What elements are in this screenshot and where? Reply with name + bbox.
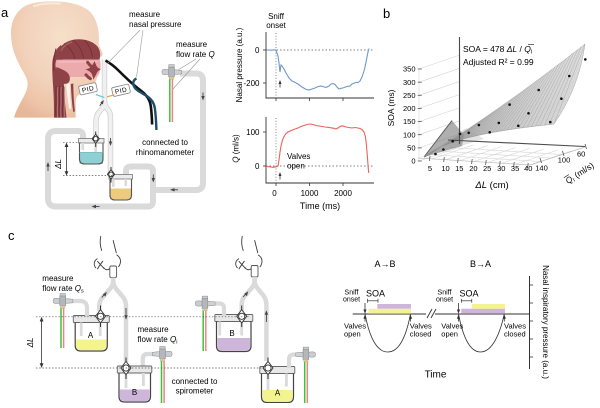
svg-text:spirometer: spirometer (176, 387, 214, 396)
svg-text:200: 200 (403, 104, 416, 113)
svg-text:0: 0 (272, 189, 277, 198)
svg-text:-200: -200 (243, 79, 260, 88)
svg-text:30: 30 (497, 164, 505, 173)
svg-text:60: 60 (577, 150, 585, 159)
svg-text:B: B (132, 388, 137, 397)
svg-text:100: 100 (403, 130, 416, 139)
svg-text:0: 0 (411, 157, 415, 166)
svg-text:flow rate Q: flow rate Q (176, 50, 215, 59)
svg-text:SOA (ms): SOA (ms) (386, 89, 396, 126)
svg-text:b: b (383, 6, 390, 21)
svg-text:Sniff: Sniff (268, 12, 285, 21)
svg-text:SOA: SOA (460, 289, 479, 299)
svg-text:100: 100 (558, 156, 571, 165)
svg-text:connected to: connected to (142, 138, 188, 147)
svg-text:5: 5 (428, 164, 432, 173)
svg-text:PID: PID (114, 86, 128, 96)
svg-text:SOA = 478 ΔL / QI: SOA = 478 ΔL / QI (463, 44, 533, 56)
svg-text:20: 20 (469, 164, 477, 173)
svg-text:40: 40 (524, 164, 532, 173)
svg-text:50: 50 (407, 143, 415, 152)
svg-text:Valves: Valves (504, 322, 526, 331)
svg-text:15: 15 (455, 164, 463, 173)
svg-text:0: 0 (255, 162, 260, 171)
svg-text:ΔL (cm): ΔL (cm) (474, 180, 508, 191)
svg-text:measure: measure (138, 325, 170, 334)
svg-text:2000: 2000 (334, 189, 352, 198)
svg-text:300: 300 (403, 78, 416, 87)
svg-text:Nasal inspiratory pressure (a.: Nasal inspiratory pressure (a.u.) (541, 265, 550, 379)
svg-text:onset: onset (266, 21, 286, 30)
svg-text:Adjusted R² = 0.99: Adjusted R² = 0.99 (463, 57, 534, 67)
svg-text:350: 350 (403, 65, 416, 74)
svg-text:Valves: Valves (410, 322, 432, 331)
svg-text:flow rate Qs: flow rate Qs (42, 284, 84, 295)
svg-text:connected to: connected to (172, 377, 218, 386)
svg-text:Sniff: Sniff (438, 290, 452, 297)
svg-text:ΔL: ΔL (26, 338, 35, 349)
svg-text:250: 250 (403, 91, 416, 100)
svg-text:measure: measure (176, 40, 208, 49)
svg-text:A→B: A→B (374, 259, 395, 269)
svg-text:onset: onset (343, 297, 360, 304)
svg-text:150: 150 (403, 117, 416, 126)
svg-text:flow rate Qi: flow rate Qi (138, 335, 178, 346)
svg-text:Valves: Valves (287, 152, 310, 161)
svg-text:140: 140 (535, 164, 548, 173)
svg-text:Nasal pressure (a.u.): Nasal pressure (a.u.) (235, 27, 244, 102)
svg-text:A: A (88, 331, 94, 340)
svg-text:Time: Time (425, 370, 447, 381)
svg-text:measure: measure (42, 274, 74, 283)
svg-text:closed: closed (504, 330, 526, 339)
svg-text:open: open (287, 162, 305, 171)
svg-text:PID: PID (81, 85, 95, 95)
svg-text:Q (ml/s): Q (ml/s) (232, 134, 241, 163)
svg-text:Time (ms): Time (ms) (300, 201, 340, 211)
svg-text:ΔL: ΔL (54, 159, 63, 170)
svg-text:measure: measure (129, 10, 161, 19)
svg-text:SOA: SOA (366, 289, 385, 299)
svg-text:nasal pressure: nasal pressure (129, 20, 182, 29)
svg-text:open: open (441, 330, 458, 339)
svg-text:10: 10 (441, 164, 449, 173)
svg-text:closed: closed (410, 330, 432, 339)
svg-text:B: B (229, 329, 234, 338)
svg-text:Valves: Valves (344, 322, 366, 331)
svg-text:25: 25 (483, 164, 491, 173)
svg-text:Valves: Valves (441, 322, 463, 331)
svg-text:Sniff: Sniff (345, 290, 359, 297)
svg-text:0: 0 (255, 46, 260, 55)
svg-text:open: open (344, 330, 361, 339)
svg-text:onset: onset (436, 297, 453, 304)
svg-text:B→A: B→A (470, 259, 491, 269)
svg-text:a: a (1, 5, 9, 20)
svg-text:1000: 1000 (301, 189, 319, 198)
svg-text:A: A (275, 389, 281, 398)
svg-text:c: c (8, 228, 15, 243)
svg-text:35: 35 (511, 164, 519, 173)
svg-text:100: 100 (246, 128, 260, 137)
svg-text:rhinomanometer: rhinomanometer (136, 148, 195, 157)
